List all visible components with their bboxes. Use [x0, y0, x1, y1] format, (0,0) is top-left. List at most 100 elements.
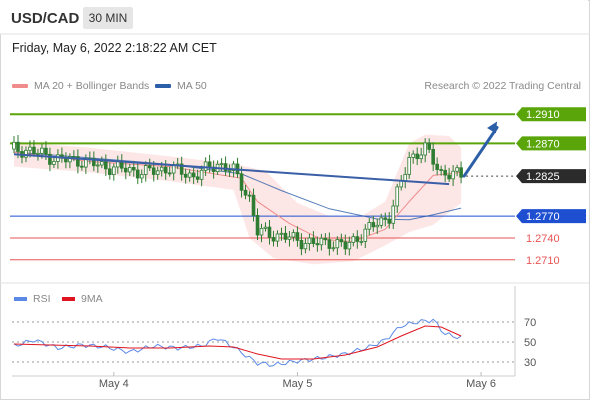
candle-body [139, 174, 144, 179]
candle-body [311, 237, 316, 244]
candle-body [104, 161, 108, 170]
x-tick-label: May 5 [282, 378, 312, 390]
timeframe-button[interactable]: 30 MIN [83, 7, 133, 29]
x-tick-label: May 4 [99, 378, 129, 390]
candle-body [40, 147, 44, 154]
rsi-legend-label: RSI [33, 293, 51, 305]
legend-item-ma50: MA 50 [155, 80, 207, 92]
candle-body [303, 243, 308, 250]
candle-body [379, 217, 384, 226]
candle-body [331, 247, 336, 250]
candle-body [399, 180, 404, 188]
rsi-ma-line [13, 325, 462, 360]
legend-item-ma20: MA 20 + Bollinger Bands [12, 80, 149, 92]
candle-body [12, 141, 16, 150]
rsi-tick-50: 50 [524, 337, 536, 349]
ma50-line [13, 151, 462, 221]
level-tag-1.2910 [516, 107, 586, 122]
timestamp: Friday, May 6, 2022 2:18:22 AM CET [12, 41, 217, 55]
chart-header: USD/CAD 30 MIN [0, 0, 588, 34]
candle-body [239, 173, 244, 191]
candle-body [131, 167, 136, 171]
candle-body [231, 163, 236, 171]
candle-body [44, 147, 48, 155]
candle-body [76, 156, 80, 167]
candle-body [419, 154, 423, 160]
rsi-ma-legend-swatch [62, 297, 75, 301]
level-label-1.2825: 1.2825 [526, 171, 560, 183]
projection-arrow-head [487, 121, 498, 134]
candle-body [155, 170, 160, 175]
candle-body [367, 222, 372, 230]
level-label-1.2770: 1.2770 [526, 211, 560, 223]
candle-body [335, 239, 340, 249]
rsi-tick-70: 70 [524, 317, 536, 329]
candle-body [247, 194, 252, 197]
candle-body [459, 167, 463, 178]
candle-body [96, 164, 100, 167]
candle-body [259, 227, 264, 236]
candle-body [375, 224, 380, 228]
level-tag-1.2825 [516, 169, 586, 184]
candle-body [251, 194, 256, 216]
projection-arrow-line [462, 125, 499, 178]
level-tag-1.2870 [516, 136, 586, 151]
candle-body [135, 169, 140, 179]
candle-body [147, 165, 152, 169]
candle-body [455, 167, 459, 172]
candle-body [263, 226, 268, 229]
candle-body [127, 167, 132, 173]
candle-body [279, 232, 284, 235]
candle-body [351, 236, 356, 243]
candle-body [395, 186, 400, 207]
candle-body [391, 205, 396, 224]
candle-body [383, 217, 388, 220]
candle-body [255, 214, 260, 236]
x-tick-label: May 6 [466, 378, 496, 390]
candle-body [100, 161, 104, 166]
rsi-line [13, 318, 462, 367]
candle-body [52, 161, 56, 165]
candle-body [443, 169, 447, 176]
credit-text: Research © 2022 Trading Central [424, 80, 581, 92]
candle-body [267, 226, 272, 238]
candle-body [16, 141, 20, 152]
ma50-swatch [155, 84, 171, 89]
candle-body [435, 163, 439, 170]
candle-body [68, 156, 72, 163]
candle-body [363, 228, 368, 242]
candle-body [323, 237, 328, 241]
trendline [13, 153, 450, 186]
candle-body [123, 167, 128, 173]
candle-body [451, 170, 455, 180]
candle-body [423, 142, 427, 156]
candle-body [359, 240, 364, 243]
candle-body [219, 163, 224, 166]
candle-body [283, 232, 288, 240]
candle-body [28, 146, 32, 151]
candle-body [347, 241, 352, 250]
candle-body [387, 218, 392, 224]
candle-body [339, 239, 344, 243]
bollinger-band [14, 134, 462, 265]
level-label-1.2740: 1.2740 [526, 233, 560, 245]
candle-body [36, 152, 40, 155]
candle-body [163, 166, 168, 174]
level-label-1.2710: 1.2710 [526, 255, 560, 267]
candle-body [108, 168, 112, 175]
candle-body [287, 236, 292, 240]
candle-body [32, 146, 36, 154]
candle-body [319, 237, 324, 246]
ma20-swatch [12, 84, 28, 89]
candle-body [299, 240, 304, 250]
candle-body [427, 142, 431, 150]
candle-body [195, 176, 200, 180]
candle-body [271, 237, 276, 242]
candle-body [223, 163, 228, 172]
candle-body [307, 237, 312, 244]
candle-body [187, 172, 192, 178]
candle-body [167, 172, 172, 175]
candle-body [315, 243, 320, 246]
candle-body [355, 236, 360, 242]
